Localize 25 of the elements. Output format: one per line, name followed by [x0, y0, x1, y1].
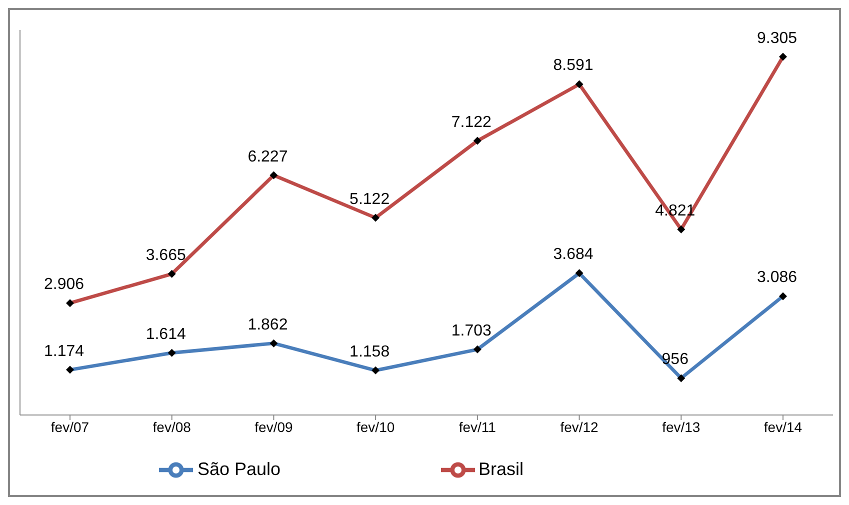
x-tick-label: fev/12 [560, 418, 599, 435]
x-tick-label: fev/08 [152, 418, 192, 435]
x-tick-label: fev/13 [662, 418, 700, 435]
data-label: 6.227 [248, 148, 288, 166]
data-label: 9.305 [756, 30, 798, 47]
data-label: 3.665 [146, 246, 186, 264]
x-tick-label: fev/11 [458, 418, 496, 435]
x-tick-label: fev/07 [50, 418, 90, 435]
data-label: 8.591 [553, 57, 594, 74]
data-label: 5.122 [350, 190, 390, 208]
data-label: 3.684 [553, 246, 594, 264]
data-label: 956 [662, 351, 689, 368]
data-label: 1.862 [248, 316, 288, 334]
legend-label: São Paulo [197, 458, 281, 479]
x-tick-label: fev/14 [764, 418, 802, 435]
legend-label: Brasil [478, 458, 524, 479]
data-label: 2.906 [44, 276, 84, 294]
x-tick-label: fev/10 [356, 418, 395, 435]
data-label: 1.174 [44, 342, 84, 360]
data-label: 1.614 [146, 326, 186, 343]
data-label: 1.158 [350, 343, 390, 360]
x-tick-label: fev/09 [254, 418, 293, 435]
data-label: 7.122 [451, 114, 492, 131]
data-label: 3.086 [756, 269, 798, 286]
data-label: 1.703 [451, 322, 492, 340]
